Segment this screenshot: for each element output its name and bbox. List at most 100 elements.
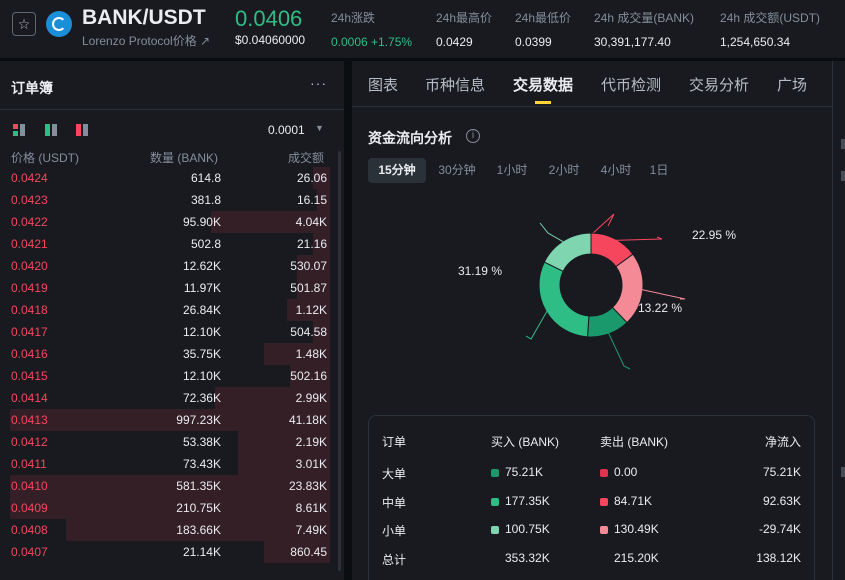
order-total: 41.18K	[288, 413, 327, 427]
leader-line	[613, 236, 663, 241]
tab-trade-analysis[interactable]: 交易分析	[689, 77, 750, 94]
row-label-medium: 中单	[382, 496, 407, 510]
project-link[interactable]: Lorenzo Protocol价格 ↗	[82, 34, 211, 48]
stat-value: 30,391,177.40	[594, 35, 671, 49]
depth-bar	[10, 475, 330, 497]
order-total: 1.48K	[295, 347, 327, 361]
order-total: 504.58	[290, 325, 327, 339]
order-price: 0.0416	[11, 347, 48, 361]
interval-30m[interactable]: 30分钟	[438, 163, 476, 177]
depth-bar	[215, 387, 330, 409]
order-row[interactable]: 0.0407 21.14K 860.45	[0, 541, 344, 563]
view-bids-icon[interactable]	[45, 124, 57, 136]
order-amount: 12.10K	[182, 369, 221, 383]
value: 75.21K	[505, 465, 544, 479]
stat-value: 0.0429	[436, 35, 473, 49]
order-row[interactable]: 0.0414 72.36K 2.99K	[0, 387, 344, 409]
leader-line	[539, 222, 565, 243]
header-order: 订单	[382, 435, 407, 449]
order-row[interactable]: 0.0420 12.62K 530.07	[0, 255, 344, 277]
view-both-icon[interactable]	[13, 124, 25, 136]
order-row[interactable]: 0.0415 12.10K 502.16	[0, 365, 344, 387]
more-options-button[interactable]: ···	[310, 75, 327, 91]
tab-coin-info[interactable]: 币种信息	[425, 77, 486, 94]
order-row[interactable]: 0.0408 183.66K 7.49K	[0, 519, 344, 541]
order-amount: 11.97K	[183, 281, 221, 295]
tab-square[interactable]: 广场	[777, 77, 808, 94]
header-buy: 买入 (BANK)	[491, 435, 560, 449]
depth-bar	[313, 321, 330, 343]
leader-line	[607, 331, 631, 370]
interval-4h[interactable]: 4小时	[600, 163, 632, 177]
interval-1h[interactable]: 1小时	[496, 163, 528, 177]
value: 100.75K	[505, 522, 550, 536]
interval-1d[interactable]: 1日	[649, 163, 669, 177]
stat-label: 24h涨跌	[331, 11, 376, 25]
last-price: 0.0406	[235, 6, 303, 31]
net-large: 75.21K	[762, 465, 801, 479]
order-row[interactable]: 0.0409 210.75K 8.61K	[0, 497, 344, 519]
leader-line	[640, 288, 686, 300]
net-total: 138.12K	[756, 551, 801, 565]
precision-select[interactable]: 0.0001	[268, 123, 305, 137]
token-logo-mark	[52, 17, 66, 31]
buy-total: 353.32K	[505, 551, 550, 565]
order-amount: 53.38K	[182, 435, 221, 449]
order-amount: 183.66K	[176, 523, 221, 537]
order-total: 4.04K	[295, 215, 327, 229]
order-amount: 502.8	[190, 237, 221, 251]
divider	[0, 109, 344, 110]
order-row[interactable]: 0.0417 12.10K 504.58	[0, 321, 344, 343]
depth-bar	[297, 255, 330, 277]
order-total: 2.19K	[295, 435, 327, 449]
order-row[interactable]: 0.0418 26.84K 1.12K	[0, 299, 344, 321]
view-asks-icon[interactable]	[76, 124, 88, 136]
order-amount: 73.43K	[182, 457, 221, 471]
favorite-button[interactable]: ☆	[12, 12, 36, 36]
depth-bar	[264, 343, 330, 365]
side-panel-edge	[832, 61, 845, 580]
tab-token-check[interactable]: 代币检测	[601, 77, 662, 94]
order-row[interactable]: 0.0413 997.23K 41.18K	[0, 409, 344, 431]
column-price: 价格 (USDT)	[11, 151, 79, 165]
donut-slice[interactable]	[538, 261, 590, 338]
order-row[interactable]: 0.0423 381.8 16.15	[0, 189, 344, 211]
depth-bar	[238, 453, 330, 475]
order-row[interactable]: 0.0416 35.75K 1.48K	[0, 343, 344, 365]
tab-trade-data[interactable]: 交易数据	[513, 77, 574, 94]
interval-2h[interactable]: 2小时	[548, 163, 580, 177]
order-row[interactable]: 0.0410 581.35K 23.83K	[0, 475, 344, 497]
value: 84.71K	[614, 494, 653, 508]
scrollbar[interactable]	[338, 151, 341, 571]
chevron-down-icon[interactable]: ▼	[315, 123, 324, 133]
order-amount: 21.14K	[182, 545, 221, 559]
order-row[interactable]: 0.0411 73.43K 3.01K	[0, 453, 344, 475]
order-price: 0.0421	[11, 237, 48, 251]
header-sell: 卖出 (BANK)	[600, 435, 669, 449]
order-book: 订单簿 ··· 0.0001 ▼ 价格 (USDT) 数量 (BANK) 成交额…	[0, 61, 344, 580]
donut-slice[interactable]	[543, 232, 592, 272]
stat-label: 24h 成交额(USDT)	[720, 11, 821, 25]
order-row[interactable]: 0.0419 11.97K 501.87	[0, 277, 344, 299]
depth-bar	[317, 189, 330, 211]
order-row[interactable]: 0.0424 614.8 26.06	[0, 167, 344, 189]
pair-title[interactable]: BANK/USDT	[82, 6, 206, 29]
row-label-total: 总计	[382, 553, 407, 567]
order-row[interactable]: 0.0421 502.8 21.16	[0, 233, 344, 255]
stat-high: 24h最高价 0.0429	[436, 9, 492, 49]
order-amount: 381.8	[190, 193, 221, 207]
interval-15m[interactable]: 15分钟	[368, 158, 426, 183]
order-total: 502.16	[290, 369, 327, 383]
tab-chart[interactable]: 图表	[368, 77, 399, 94]
net-small: -29.74K	[758, 522, 801, 536]
order-amount: 26.84K	[182, 303, 221, 317]
info-icon[interactable]: i	[466, 129, 480, 143]
order-price: 0.0419	[11, 281, 48, 295]
order-row[interactable]: 0.0422 95.90K 4.04K	[0, 211, 344, 233]
order-total: 7.49K	[295, 523, 327, 537]
money-flow-table: 订单 买入 (BANK) 卖出 (BANK) 净流入 大单 75.21K 0.0…	[368, 415, 815, 580]
sell-total: 215.20K	[614, 551, 659, 565]
legend-buy-small-icon	[491, 526, 499, 534]
stat-value: 0.0399	[515, 35, 552, 49]
order-row[interactable]: 0.0412 53.38K 2.19K	[0, 431, 344, 453]
